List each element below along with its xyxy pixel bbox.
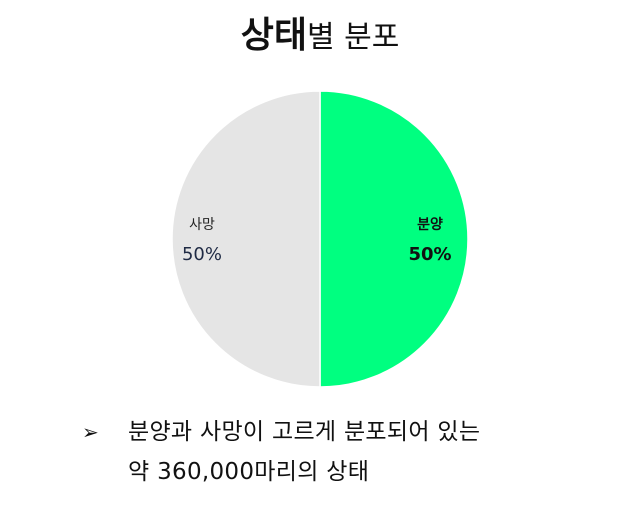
chart-title-bold: 상태: [240, 15, 307, 56]
pie-chart: 분양 50% 사망 50%: [171, 90, 469, 388]
pie-slice-label-2: 사망: [189, 217, 215, 233]
summary-line-1: 분양과 사망이 고르게 분포되어 있는: [128, 419, 481, 445]
pie-slice-value-1: 50%: [408, 244, 451, 265]
pie-slice-value-2: 50%: [182, 244, 222, 265]
chart-title: 상태별 분포: [0, 18, 640, 54]
chart-title-rest: 별 분포: [306, 20, 400, 55]
summary-line-2: 약 360,000마리의 상태: [128, 459, 370, 485]
summary-bullet: ➢ 분양과 사망이 고르게 분포되어 있는 약 360,000마리의 상태: [82, 412, 622, 492]
pie-slice-1: [319, 90, 469, 388]
arrowhead-bullet-icon: ➢: [82, 420, 99, 444]
pie-slice-label-1: 분양: [417, 217, 443, 233]
pie-slice-2: [171, 90, 321, 388]
